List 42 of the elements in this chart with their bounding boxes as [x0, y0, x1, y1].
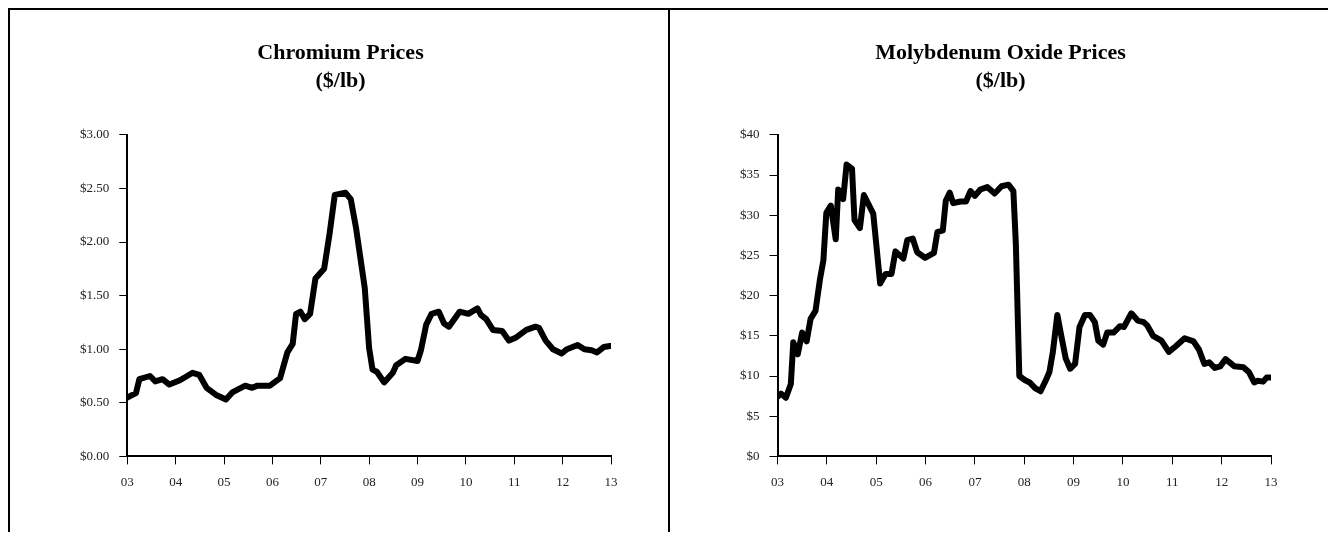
y-tick-label: $35 — [740, 166, 760, 182]
chart-title: Chromium Prices — [257, 38, 425, 64]
x-tick-label: 13 — [1264, 473, 1278, 489]
x-tick-label: 11 — [1166, 473, 1179, 489]
x-tick-label: 12 — [556, 473, 570, 489]
x-tick-label: 13 — [604, 473, 618, 489]
x-tick-label: 08 — [362, 473, 376, 489]
chart-subtitle: ($/lb) — [315, 67, 366, 93]
x-tick-label: 11 — [507, 473, 521, 489]
x-tick-label: 07 — [968, 473, 982, 489]
chart-title: Molybdenum Oxide Prices — [875, 38, 1127, 64]
x-tick-label: 07 — [314, 473, 328, 489]
x-tick-label: 03 — [120, 473, 134, 489]
y-tick-label: $1.50 — [80, 287, 110, 303]
y-tick-label: $0 — [746, 447, 760, 463]
x-tick-label: 09 — [1067, 473, 1081, 489]
y-tick-label: $0.00 — [80, 447, 110, 463]
x-tick-label: 06 — [919, 473, 933, 489]
x-tick-label: 04 — [169, 473, 183, 489]
y-tick-label: $2.00 — [80, 233, 110, 249]
x-tick-label: 05 — [869, 473, 883, 489]
y-tick-label: $3.00 — [80, 126, 110, 142]
y-tick-label: $25 — [740, 246, 760, 262]
y-tick-label: $15 — [740, 327, 760, 343]
x-tick-label: 10 — [459, 473, 473, 489]
x-tick-label: 05 — [217, 473, 231, 489]
y-tick-label: $2.50 — [80, 179, 110, 195]
x-tick-label: 06 — [265, 473, 280, 489]
x-tick-label: 10 — [1116, 473, 1130, 489]
x-tick-label: 12 — [1215, 473, 1229, 489]
y-tick-label: $10 — [740, 367, 760, 383]
y-tick-label: $0.50 — [80, 394, 110, 410]
x-tick-label: 09 — [411, 473, 424, 489]
y-tick-label: $5 — [746, 407, 760, 423]
y-tick-label: $20 — [740, 287, 760, 303]
x-tick-label: 03 — [771, 473, 784, 489]
y-tick-label: $30 — [740, 206, 760, 222]
y-tick-label: $40 — [740, 126, 760, 142]
x-tick-label: 04 — [820, 473, 834, 489]
chart-subtitle: ($/lb) — [975, 67, 1026, 93]
y-tick-label: $1.00 — [80, 340, 110, 356]
x-tick-label: 08 — [1017, 473, 1031, 489]
